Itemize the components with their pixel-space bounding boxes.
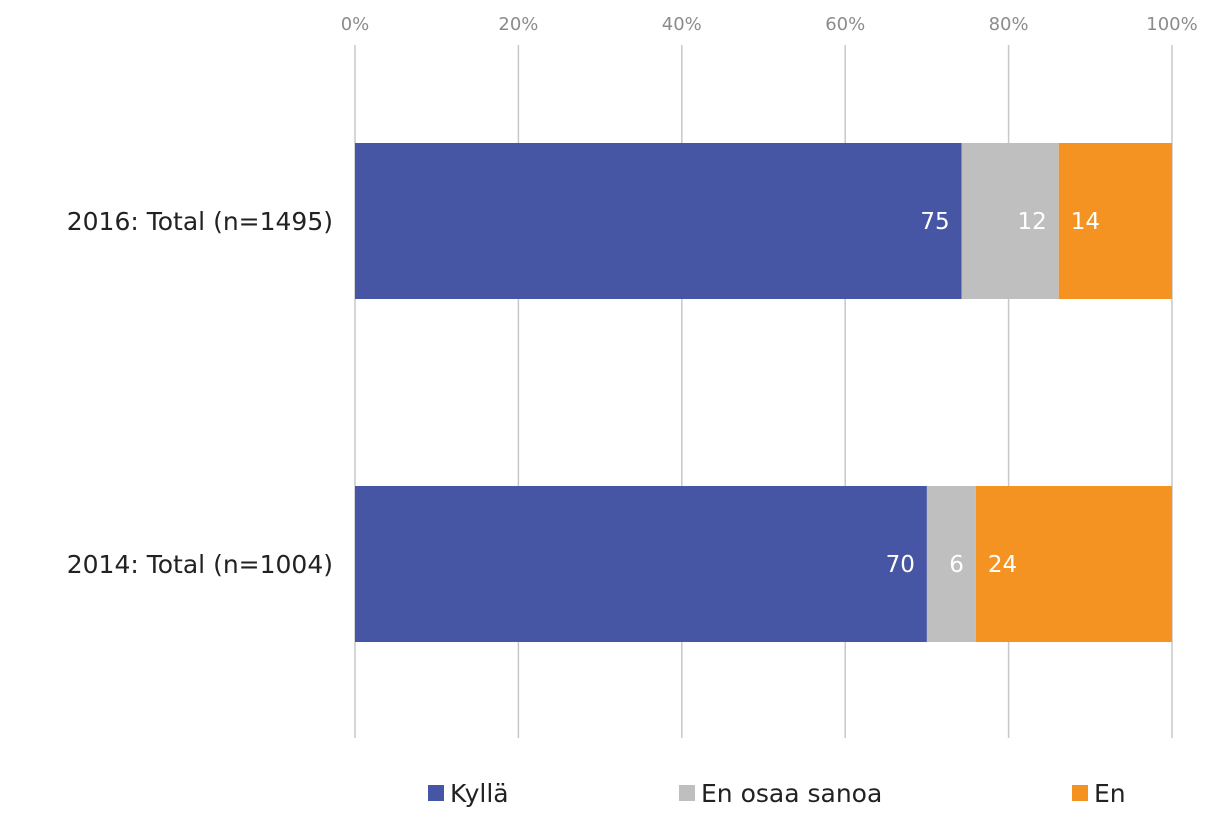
- legend-swatch-en-osaa-sanoa: [679, 785, 695, 801]
- legend-label-en-osaa-sanoa: En osaa sanoa: [701, 779, 882, 808]
- bar-en-0: [1058, 143, 1172, 299]
- category-labels: 2016: Total (n=1495) 2014: Total (n=1004): [67, 207, 333, 579]
- data-label-en-osaa-sanoa-0: 12: [1017, 209, 1046, 235]
- legend-label-en: En: [1094, 779, 1126, 808]
- x-tick-label: 40%: [662, 14, 702, 35]
- x-tick-label: 0%: [341, 14, 370, 35]
- x-tick-label: 80%: [989, 14, 1029, 35]
- bar-en-osaa-sanoa-1: [926, 486, 976, 642]
- data-label-kyll-1: 70: [886, 552, 915, 578]
- data-label-en-0: 14: [1071, 209, 1100, 235]
- category-label-1: 2014: Total (n=1004): [67, 550, 333, 579]
- x-tick-label: 60%: [825, 14, 865, 35]
- bar-kyll-1: [355, 486, 927, 642]
- data-label-en-osaa-sanoa-1: 6: [949, 552, 964, 578]
- x-axis-ticks: 0% 20% 40% 60% 80% 100%: [341, 14, 1198, 35]
- category-label-0: 2016: Total (n=1495): [67, 207, 333, 236]
- legend: Kyllä En osaa sanoa En: [428, 779, 1126, 808]
- data-label-kyll-0: 75: [920, 209, 949, 235]
- bar-en-osaa-sanoa-0: [961, 143, 1059, 299]
- bars: 75 12 14 70 6 24: [355, 143, 1172, 642]
- legend-swatch-en: [1072, 785, 1088, 801]
- data-label-en-1: 24: [988, 552, 1017, 578]
- bar-en-1: [975, 486, 1172, 642]
- bar-kyll-0: [355, 143, 962, 299]
- legend-swatch-kyll: [428, 785, 444, 801]
- legend-label-kyll: Kyllä: [450, 779, 509, 808]
- x-tick-label: 100%: [1146, 14, 1197, 35]
- x-tick-label: 20%: [498, 14, 538, 35]
